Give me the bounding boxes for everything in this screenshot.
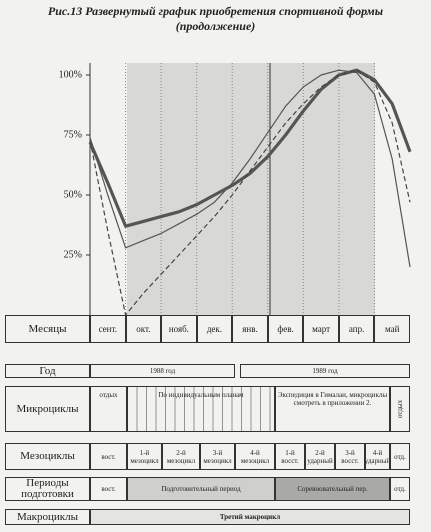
x-tick-label: нояб. (161, 315, 197, 343)
table-cell: отд. (390, 477, 410, 501)
table-cell: 2-й ударный (305, 443, 335, 470)
table-cell: отдых (90, 386, 127, 432)
y-tick-label: 25% (64, 249, 82, 260)
row-label: Макроциклы (5, 509, 90, 525)
table-cell: 3-й мезоцикл (200, 443, 235, 470)
subtitle: (продолжение) (175, 19, 256, 33)
x-tick-label: март (303, 315, 339, 343)
title: Рис.13 Развернутый график приобретения с… (47, 4, 384, 18)
y-tick-label: 75% (64, 129, 82, 140)
row-label: Год (5, 364, 90, 378)
y-tick-label: 50% (64, 189, 82, 200)
x-axis-label: Месяцы (5, 315, 90, 343)
table-cell: отд. (390, 443, 410, 470)
x-tick-label: окт. (125, 315, 162, 343)
table-cell: 1989 год (240, 364, 410, 378)
table-cell: По индивидуальным планам (127, 386, 275, 432)
table-cell: 2-й мезоцикл (162, 443, 200, 470)
table-cell: отдых (390, 386, 410, 432)
table-cell: 4-й ударный (365, 443, 390, 470)
series-line (89, 69, 411, 316)
table-cell: 1-й мезоцикл (127, 443, 162, 470)
x-tick-label: янв. (232, 315, 268, 343)
table-cell: Экспедиция в Гималаи, микроциклы смотрет… (275, 386, 390, 432)
row-label: Микроциклы (5, 386, 90, 432)
series-line (88, 68, 412, 228)
table-cell: 1-й восст. (275, 443, 305, 470)
table-cell: 1988 год (90, 364, 235, 378)
table-cell: вост. (90, 477, 127, 501)
table-cell: 4-й мезоцикл (235, 443, 275, 470)
x-tick-label: май (374, 315, 410, 343)
x-tick-label: дек. (196, 315, 233, 343)
x-tick-label: сент. (90, 315, 126, 343)
series-line (89, 69, 411, 268)
table-cell: Подготовительный период (127, 477, 275, 501)
shaded-area (127, 63, 375, 315)
table-cell: 3-й восст. (335, 443, 365, 470)
row-label: Мезоциклы (5, 443, 90, 470)
table-cell: Соревновательный пер. (275, 477, 390, 501)
x-tick-label: апр. (338, 315, 375, 343)
row-label: Периоды подготовки (5, 477, 90, 501)
x-tick-label: фев. (267, 315, 304, 343)
table-cell: Третий макроцикл (90, 509, 410, 525)
y-tick-label: 100% (59, 69, 82, 80)
table-cell: вост. (90, 443, 127, 470)
